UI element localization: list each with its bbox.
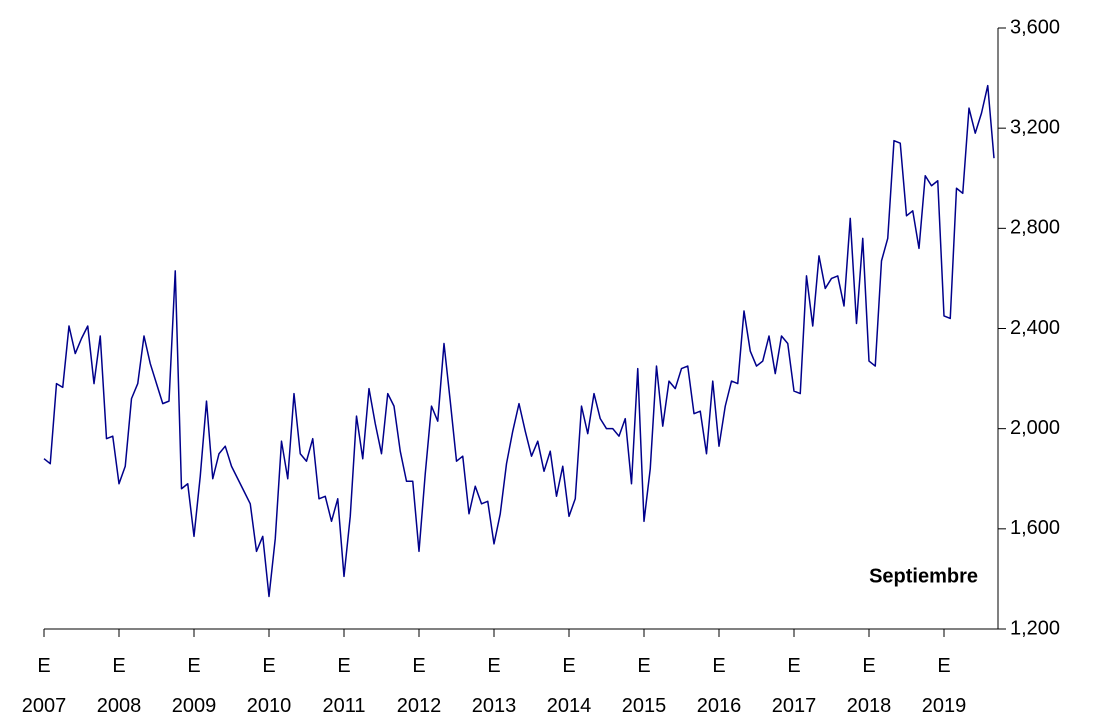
x-tick-label: E 2015 — [621, 655, 667, 717]
x-tick-label: E 2017 — [771, 655, 817, 717]
y-tick-label: 3,200 — [1010, 116, 1060, 138]
x-tick-label: E 2011 — [322, 655, 366, 717]
x-tick-label: E 2019 — [921, 655, 967, 717]
y-tick-label: 2,400 — [1010, 317, 1060, 339]
x-tick-label: E 2010 — [246, 655, 292, 717]
y-tick-label: 3,600 — [1010, 16, 1060, 38]
y-tick-label: 2,000 — [1010, 417, 1060, 439]
x-tick-label: E 2016 — [696, 655, 742, 717]
line-series — [43, 84, 995, 598]
x-tick-label: E 2007 — [21, 655, 67, 717]
y-tick-label: 1,600 — [1010, 517, 1060, 539]
y-tick-label: 2,800 — [1010, 217, 1060, 239]
x-tick-label: E 2008 — [96, 655, 142, 717]
x-tick-label: E 2018 — [846, 655, 892, 717]
x-tick-label: E 2013 — [471, 655, 517, 717]
x-tick-label: E 2012 — [396, 655, 442, 717]
x-tick-label: E 2009 — [171, 655, 217, 717]
y-tick-label: 1,200 — [1010, 617, 1060, 639]
x-tick-label: E 2014 — [546, 655, 592, 717]
annotation: Septiembre — [869, 565, 978, 587]
